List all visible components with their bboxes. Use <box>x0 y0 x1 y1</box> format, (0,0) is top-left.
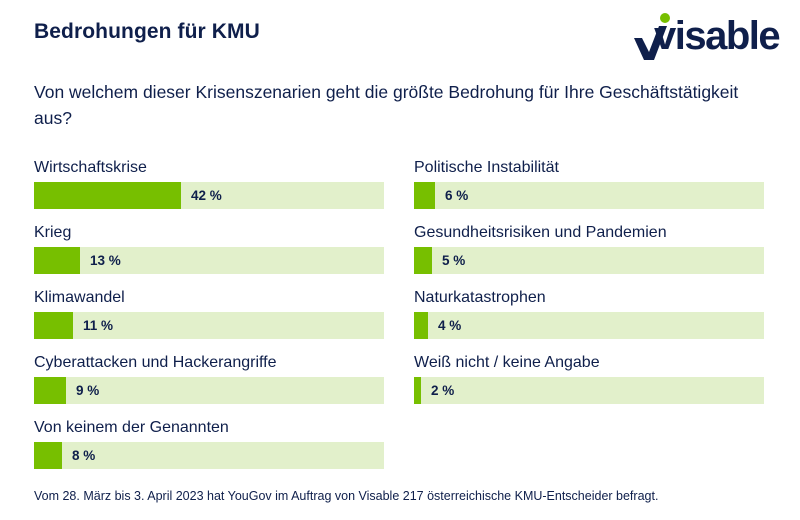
bar-category-label: Wirtschaftskrise <box>34 159 147 176</box>
bar-value-label: 2 % <box>431 383 455 398</box>
bar-category-label: Naturkatastrophen <box>414 289 546 306</box>
bar-category-label: Klimawandel <box>34 289 125 306</box>
bar-fill <box>34 247 80 274</box>
bar-fill <box>34 377 66 404</box>
bar-track: 13 % <box>34 247 384 274</box>
bar-value-label: 6 % <box>445 188 469 203</box>
bar-category-label: Krieg <box>34 224 72 241</box>
bar-fill <box>414 312 428 339</box>
bar-item: Von keinem der Genannten 8 % <box>34 417 384 482</box>
bar-item: Klimawandel 11 % <box>34 287 384 352</box>
bar-category-label: Politische Instabilität <box>414 159 559 176</box>
bar-track: 11 % <box>34 312 384 339</box>
bar-item: Naturkatastrophen 4 % <box>414 287 764 352</box>
bar-item: Cyberattacken und Hackerangriffe 9 % <box>34 352 384 417</box>
bar-category-label: Gesundheitsrisiken und Pandemien <box>414 224 667 241</box>
checkmark-logo-icon <box>634 13 670 60</box>
bar-category-label: Cyberattacken und Hackerangriffe <box>34 354 277 371</box>
bar-fill <box>414 377 421 404</box>
bar-fill <box>34 442 62 469</box>
bar-track: 9 % <box>34 377 384 404</box>
bar-value-label: 8 % <box>72 448 96 463</box>
bar-track: 6 % <box>414 182 764 209</box>
bar-item: Gesundheitsrisiken und Pandemien 5 % <box>414 222 764 287</box>
chart-title: Bedrohungen für KMU <box>34 20 260 43</box>
bar-value-label: 9 % <box>76 383 100 398</box>
logo-text: visable <box>654 14 781 58</box>
bar-fill <box>414 247 432 274</box>
bar-value-label: 4 % <box>438 318 462 333</box>
bar-fill <box>414 182 435 209</box>
bar-value-label: 5 % <box>442 253 466 268</box>
bar-item: Politische Instabilität 6 % <box>414 157 764 222</box>
survey-question: Von welchem dieser Krisenszenarien geht … <box>34 82 739 128</box>
bar-value-label: 11 % <box>83 318 114 333</box>
bar-item: Wirtschaftskrise 42 % <box>34 157 384 222</box>
bar-track: 42 % <box>34 182 384 209</box>
logo-dot-icon <box>660 13 670 23</box>
footnote: Vom 28. März bis 3. April 2023 hat YouGo… <box>34 489 659 503</box>
bar-track: 2 % <box>414 377 764 404</box>
bar-value-label: 42 % <box>191 188 222 203</box>
bar-track: 8 % <box>34 442 384 469</box>
bar-fill <box>34 182 181 209</box>
bar-fill <box>34 312 73 339</box>
bar-column-left: Wirtschaftskrise 42 % Krieg 13 % Klimawandel… <box>34 157 384 482</box>
bar-track: 4 % <box>414 312 764 339</box>
bar-item: Weiß nicht / keine Angabe 2 % <box>414 352 764 417</box>
visable-logo: visable <box>632 12 781 62</box>
bar-category-label: Von keinem der Genannten <box>34 419 229 436</box>
bar-item: Krieg 13 % <box>34 222 384 287</box>
bar-value-label: 13 % <box>90 253 121 268</box>
bar-category-label: Weiß nicht / keine Angabe <box>414 354 600 371</box>
bar-track: 5 % <box>414 247 764 274</box>
bar-column-right: Politische Instabilität 6 % Gesundheitsris… <box>414 157 764 417</box>
